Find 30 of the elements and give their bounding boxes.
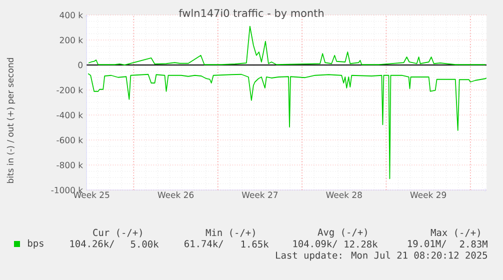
text: Max (-/+) — [430, 228, 480, 238]
text: 104.09k/ — [293, 240, 338, 248]
text: 2.83M — [460, 240, 488, 248]
x-tick-label: Week 25 — [74, 192, 110, 198]
y-axis-title: bits in (-) / out (+) per second — [6, 58, 16, 183]
text: Cur (-/+) — [93, 228, 142, 238]
y-tick-label: 0 — [78, 62, 83, 68]
text: Min (-/+) — [206, 228, 255, 238]
y-tick-label: 200 k — [60, 36, 84, 44]
text: 19.01M/ — [408, 240, 446, 248]
text: Avg (-/+) — [318, 228, 367, 238]
text: Last update: Mon Jul 21 08:20:12 2025 — [276, 251, 488, 261]
x-tick-label: Week 29 — [410, 192, 446, 198]
text: 104.26k/ — [70, 240, 114, 248]
chart-title: fwln147i0 traffic - by month — [178, 8, 324, 20]
x-tick-label: Week 26 — [158, 192, 194, 198]
text: 12.28k — [344, 240, 378, 248]
text: 5.00k — [130, 240, 159, 248]
y-tick-label: -400 k — [56, 112, 84, 118]
y-tick-label: -200 k — [56, 86, 84, 94]
legend-label: bps — [28, 239, 44, 249]
line-series — [88, 73, 487, 180]
y-tick-label: -600 k — [56, 136, 84, 144]
y-tick-label: -800 k — [56, 162, 84, 168]
text: 61.74k/ — [184, 240, 224, 248]
x-tick-label: Week 28 — [326, 192, 362, 198]
y-tick-label: 400 k — [60, 12, 84, 18]
line-series — [88, 26, 486, 66]
text: 1.65k — [241, 240, 269, 248]
x-tick-label: Week 27 — [242, 192, 278, 198]
